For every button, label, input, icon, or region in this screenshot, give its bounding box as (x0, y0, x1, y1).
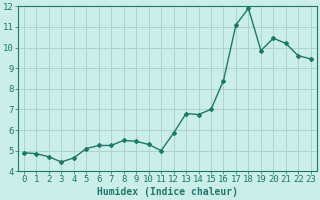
X-axis label: Humidex (Indice chaleur): Humidex (Indice chaleur) (97, 187, 238, 197)
